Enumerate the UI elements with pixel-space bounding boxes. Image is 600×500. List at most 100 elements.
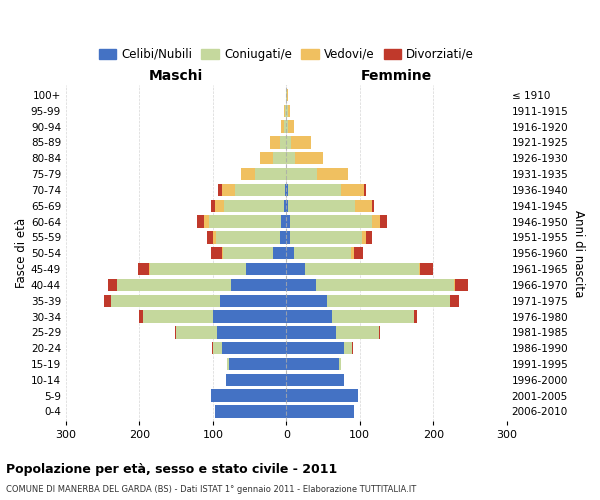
Bar <box>339 358 341 370</box>
Bar <box>305 263 419 275</box>
Bar <box>286 120 288 133</box>
Bar <box>367 231 372 243</box>
Bar <box>213 231 216 243</box>
Bar <box>211 247 221 260</box>
Bar <box>454 278 455 291</box>
Bar <box>284 104 285 117</box>
Bar <box>241 168 256 180</box>
Bar <box>352 342 353 354</box>
Bar <box>229 358 286 370</box>
Bar <box>217 326 286 338</box>
Bar <box>286 136 291 148</box>
Bar <box>295 152 323 164</box>
Bar <box>149 263 151 275</box>
Bar <box>286 89 287 101</box>
Bar <box>371 200 374 212</box>
Bar <box>286 294 327 307</box>
Bar <box>284 120 286 133</box>
Bar <box>288 200 355 212</box>
Bar <box>116 278 118 291</box>
Bar <box>286 390 358 402</box>
Bar <box>354 247 363 260</box>
Bar <box>213 310 286 322</box>
Bar <box>420 263 433 275</box>
Bar <box>286 104 288 117</box>
Bar <box>316 278 454 291</box>
Y-axis label: Fasce di età: Fasce di età <box>15 218 28 288</box>
Bar <box>286 263 305 275</box>
Bar <box>221 342 286 354</box>
Bar <box>280 231 286 243</box>
Y-axis label: Anni di nascita: Anni di nascita <box>572 210 585 297</box>
Bar <box>175 326 176 338</box>
Bar <box>280 136 286 148</box>
Bar <box>207 231 213 243</box>
Bar <box>286 310 332 322</box>
Text: Popolazione per età, sesso e stato civile - 2011: Popolazione per età, sesso e stato civil… <box>6 462 337 475</box>
Bar <box>355 200 371 212</box>
Bar <box>227 358 229 370</box>
Bar <box>286 247 293 260</box>
Bar <box>288 104 290 117</box>
Bar <box>224 200 284 212</box>
Bar <box>290 231 362 243</box>
Bar <box>211 200 215 212</box>
Text: COMUNE DI MANERBA DEL GARDA (BS) - Dati ISTAT 1° gennaio 2011 - Elaborazione TUT: COMUNE DI MANERBA DEL GARDA (BS) - Dati … <box>6 485 416 494</box>
Bar <box>332 310 414 322</box>
Bar <box>286 406 354 417</box>
Bar <box>317 168 348 180</box>
Bar <box>176 326 217 338</box>
Bar <box>197 216 204 228</box>
Bar <box>286 152 295 164</box>
Bar <box>260 152 273 164</box>
Bar <box>362 231 367 243</box>
Bar <box>139 310 143 322</box>
Bar <box>221 184 235 196</box>
Bar <box>286 342 344 354</box>
Bar <box>108 278 116 291</box>
Bar <box>235 184 285 196</box>
Bar <box>211 390 286 402</box>
Bar <box>372 216 380 228</box>
Bar <box>286 358 339 370</box>
Bar <box>287 89 288 101</box>
Bar <box>216 231 280 243</box>
Bar <box>284 200 286 212</box>
Bar <box>286 278 316 291</box>
Bar <box>273 152 286 164</box>
Bar <box>220 294 286 307</box>
Bar <box>281 216 286 228</box>
Bar <box>286 200 288 212</box>
Bar <box>286 326 336 338</box>
Bar <box>351 247 354 260</box>
Bar <box>336 326 379 338</box>
Text: Maschi: Maschi <box>149 69 203 83</box>
Bar <box>118 278 231 291</box>
Bar <box>364 184 365 196</box>
Bar <box>290 216 372 228</box>
Bar <box>273 247 286 260</box>
Bar <box>221 247 223 260</box>
Text: Femmine: Femmine <box>361 69 432 83</box>
Bar <box>223 247 273 260</box>
Bar <box>327 294 450 307</box>
Bar <box>204 216 209 228</box>
Bar <box>286 168 317 180</box>
Bar <box>212 342 213 354</box>
Bar <box>414 310 417 322</box>
Bar <box>286 374 344 386</box>
Bar <box>286 231 290 243</box>
Bar <box>218 184 221 196</box>
Bar <box>344 342 352 354</box>
Legend: Celibi/Nubili, Coniugati/e, Vedovi/e, Divorziati/e: Celibi/Nubili, Coniugati/e, Vedovi/e, Di… <box>95 44 478 64</box>
Bar <box>112 294 220 307</box>
Bar <box>256 168 286 180</box>
Bar <box>285 184 286 196</box>
Bar <box>379 326 380 338</box>
Bar <box>288 120 293 133</box>
Bar <box>450 294 459 307</box>
Bar <box>104 294 112 307</box>
Bar <box>138 263 149 275</box>
Bar <box>285 104 286 117</box>
Bar <box>270 136 280 148</box>
